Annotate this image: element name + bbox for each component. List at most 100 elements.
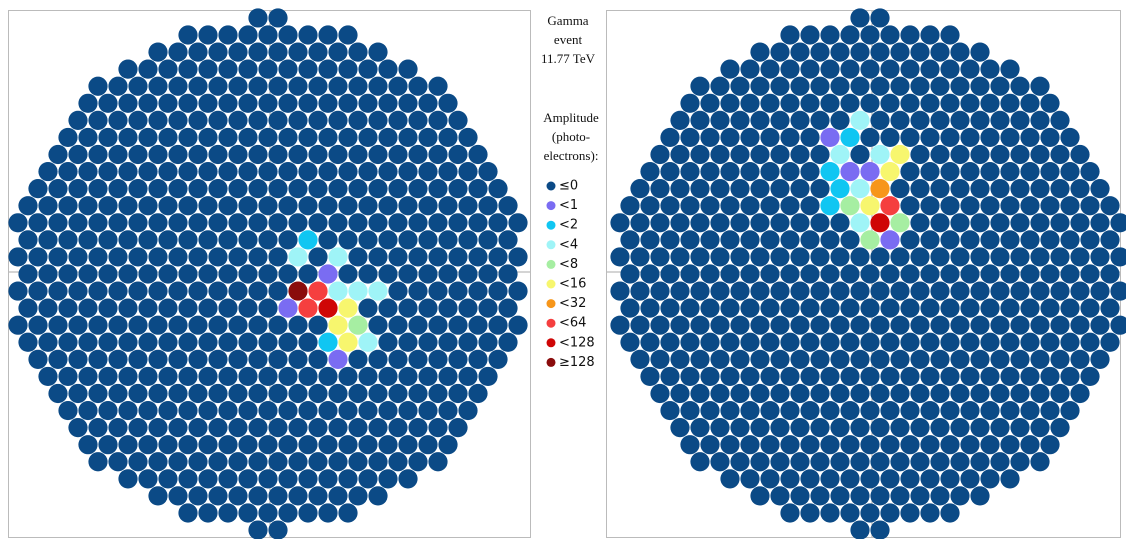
pixel — [248, 316, 267, 335]
pixel — [478, 367, 497, 386]
pixel — [890, 42, 909, 61]
pixel — [1080, 196, 1099, 215]
pixel — [248, 384, 267, 403]
pixel — [218, 60, 237, 79]
pixel — [900, 264, 919, 283]
pixel — [770, 384, 789, 403]
pixel — [128, 213, 147, 232]
pixel — [8, 281, 27, 300]
pixel — [990, 350, 1009, 369]
pixel — [338, 94, 357, 113]
pixel — [730, 281, 749, 300]
pixel — [338, 503, 357, 522]
hit-pixel — [318, 333, 337, 352]
pixel — [88, 145, 107, 164]
pixel — [448, 247, 467, 266]
pixel — [970, 213, 989, 232]
pixel — [970, 281, 989, 300]
pixel — [268, 486, 287, 505]
legend: Gammaevent11.77 TeVAmplitude(photo-elect… — [541, 13, 599, 370]
pixel — [610, 281, 629, 300]
pixel — [780, 435, 799, 454]
pixel — [770, 42, 789, 61]
pixel — [670, 418, 689, 437]
pixel — [960, 128, 979, 147]
pixel — [900, 196, 919, 215]
pixel — [418, 333, 437, 352]
pixel — [900, 60, 919, 79]
pixel — [990, 77, 1009, 96]
pixel — [268, 247, 287, 266]
pixel — [990, 281, 1009, 300]
pixel — [820, 264, 839, 283]
pixel — [660, 367, 679, 386]
pixel — [680, 196, 699, 215]
pixel — [890, 179, 909, 198]
pixel — [458, 128, 477, 147]
pixel — [750, 486, 769, 505]
pixel — [468, 384, 487, 403]
pixel — [68, 281, 87, 300]
pixel — [448, 145, 467, 164]
pixel — [228, 316, 247, 335]
pixel — [880, 299, 899, 318]
pixel — [108, 316, 127, 335]
pixel — [900, 230, 919, 249]
pixel — [428, 247, 447, 266]
pixel — [810, 213, 829, 232]
pixel — [1050, 281, 1069, 300]
pixel — [458, 299, 477, 318]
pixel — [980, 230, 999, 249]
pixel — [368, 145, 387, 164]
pixel — [740, 128, 759, 147]
pixel — [800, 299, 819, 318]
pixel — [770, 452, 789, 471]
pixel — [760, 333, 779, 352]
pixel — [860, 264, 879, 283]
pixel — [960, 60, 979, 79]
pixel — [38, 367, 57, 386]
pixel — [458, 401, 477, 420]
pixel — [830, 281, 849, 300]
pixel — [830, 316, 849, 335]
pixel — [308, 316, 327, 335]
pixel — [108, 179, 127, 198]
pixel — [88, 179, 107, 198]
pixel — [178, 128, 197, 147]
pixel — [278, 94, 297, 113]
pixel — [1040, 333, 1059, 352]
pixel — [750, 281, 769, 300]
pixel — [790, 77, 809, 96]
hit-pixel — [338, 333, 357, 352]
pixel — [960, 469, 979, 488]
pixel — [930, 213, 949, 232]
pixel — [478, 299, 497, 318]
pixel — [780, 367, 799, 386]
pixel — [940, 435, 959, 454]
pixel — [188, 179, 207, 198]
pixel — [68, 247, 87, 266]
pixel — [680, 367, 699, 386]
pixel — [298, 333, 317, 352]
pixel — [418, 196, 437, 215]
legend-label: ≤0 — [559, 179, 578, 194]
pixel — [610, 213, 629, 232]
pixel — [238, 333, 257, 352]
pixel — [890, 418, 909, 437]
pixel — [208, 384, 227, 403]
pixel — [820, 401, 839, 420]
pixel — [118, 230, 137, 249]
pixel — [268, 418, 287, 437]
pixel — [1040, 367, 1059, 386]
pixel — [298, 196, 317, 215]
pixel — [498, 264, 517, 283]
pixel — [198, 94, 217, 113]
pixel — [720, 299, 739, 318]
pixel — [640, 299, 659, 318]
pixel — [620, 196, 639, 215]
pixel — [780, 162, 799, 181]
pixel — [800, 503, 819, 522]
pixel — [770, 111, 789, 130]
pixel — [118, 469, 137, 488]
pixel — [418, 401, 437, 420]
